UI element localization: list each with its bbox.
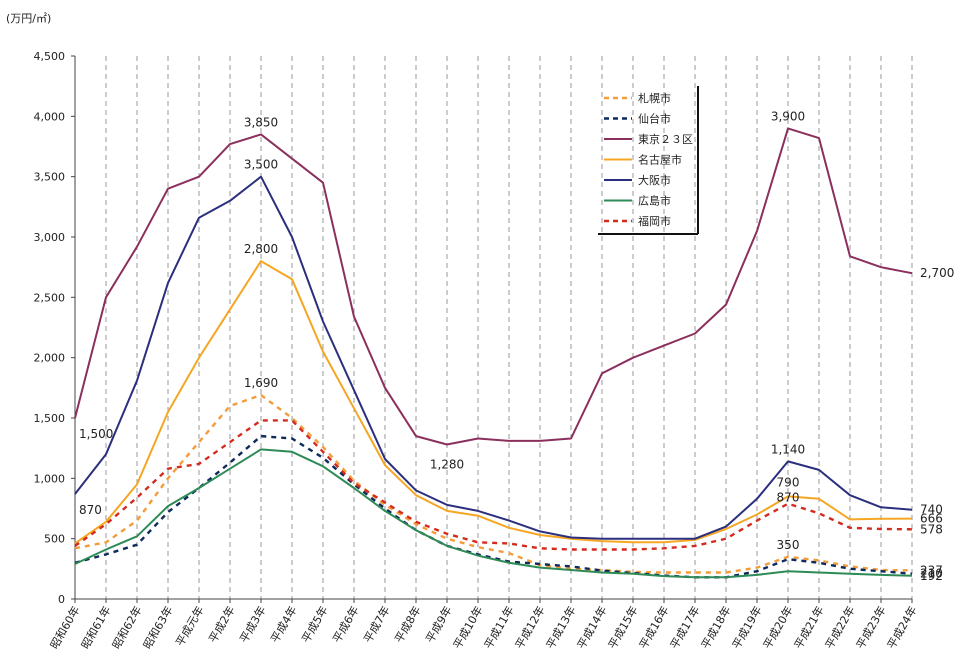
x-tick-label: 平成6年 [329,604,361,646]
data-label: 1,280 [430,458,464,472]
legend-label: 名古屋市 [638,153,682,167]
data-label: 740 [920,503,943,517]
data-label: 210 [920,567,943,581]
y-axis-ticks: 0 500 1,000 1,500 2,000 2,500 3,000 3,500 4,000 4… [34,50,75,606]
data-label: 1,140 [771,442,805,456]
x-tick-label: 平成16年 [636,604,672,652]
y-tick-label: 2,500 [34,291,66,304]
x-tick-label: 平成元年 [172,604,206,649]
x-tick-label: 平成8年 [391,604,423,646]
x-tick-label: 平成11年 [481,604,517,652]
y-tick-label: 4,500 [34,50,66,63]
data-label: 2,700 [920,266,954,280]
x-tick-label: 平成12年 [512,604,548,652]
data-label: 237 [920,563,943,577]
x-tick-label: 平成22年 [822,604,858,652]
series-line [74,175,913,540]
legend-label: 札幌市 [638,91,671,105]
data-label: 1,500 [79,427,113,441]
x-tick-label: 平成7年 [360,604,392,646]
x-tick-label: 昭和63年 [140,604,176,652]
y-tick-label: 1,500 [34,412,66,425]
data-label: 790 [777,475,800,489]
series-line [74,260,913,545]
x-tick-label: 平成21年 [791,604,827,652]
series-lines [74,127,913,579]
legend-label: 広島市 [638,194,671,208]
legend-label: 東京２３区 [638,132,693,146]
x-tick-label: 平成23年 [853,604,889,652]
x-tick-label: 平成24年 [884,604,920,652]
x-tick-label: 平成13年 [543,604,579,652]
x-tick-label: 平成5年 [298,604,330,646]
data-label: 350 [777,538,800,552]
x-tick-label: 平成18年 [698,604,734,652]
y-tick-label: 4,000 [34,110,66,123]
x-tick-label: 平成3年 [236,604,268,646]
grid [74,56,913,600]
y-tick-label: 1,000 [34,472,66,485]
x-tick-label: 平成20年 [760,604,796,652]
data-label: 1,690 [244,376,278,390]
x-tick-label: 昭和60年 [47,604,83,652]
series-line [74,419,913,551]
x-tick-label: 昭和61年 [78,604,114,652]
data-label: 870 [79,503,102,517]
data-label: 2,800 [244,242,278,256]
data-label: 3,500 [244,158,278,172]
series-line [74,127,913,446]
x-tick-label: 平成19年 [729,604,765,652]
x-tick-label: 平成10年 [450,604,486,652]
series-line [74,448,913,579]
legend-label: 福岡市 [638,214,671,228]
x-tick-label: 平成17年 [667,604,703,652]
data-label: 3,850 [244,115,278,129]
x-tick-label: 昭和62年 [109,604,145,652]
legend-label: 大阪市 [638,173,671,187]
y-tick-label: 500 [44,533,65,546]
legend-label: 仙台市 [638,112,671,126]
y-axis-label: (万円/㎡) [6,12,51,25]
x-tick-label: 平成15年 [605,604,641,652]
x-tick-label: 平成4年 [267,604,299,646]
series-line [74,393,913,574]
data-label: 578 [920,522,943,536]
data-labels: 3,850 3,500 2,800 1,690 1,500 870 1,280 3,900 1,… [79,109,954,582]
data-label: 666 [920,512,943,526]
y-tick-label: 3,000 [34,231,66,244]
y-tick-label: 2,000 [34,352,66,365]
data-label: 870 [777,491,800,505]
y-tick-label: 3,500 [34,171,66,184]
x-tick-label: 平成2年 [205,604,237,646]
y-tick-label: 0 [58,593,65,606]
x-tick-label: 平成9年 [422,604,454,646]
x-tick-label: 平成14年 [574,604,610,652]
data-label: 3,900 [771,109,805,123]
data-label: 192 [920,569,943,583]
